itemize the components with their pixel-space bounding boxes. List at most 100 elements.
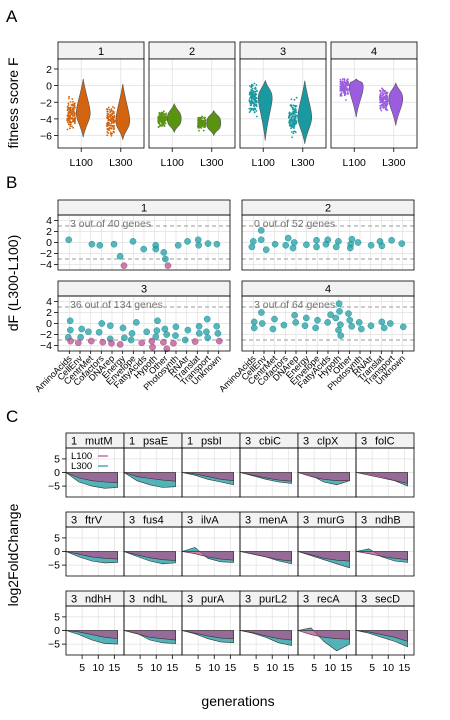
jitter-point bbox=[254, 98, 256, 101]
jitter-point bbox=[159, 123, 161, 126]
jitter-point bbox=[380, 109, 383, 112]
jitter-point bbox=[72, 100, 74, 103]
fold-panel-cbiC: 3 cbiC bbox=[239, 432, 299, 498]
jitter-point bbox=[71, 103, 74, 106]
gene-point bbox=[302, 314, 310, 322]
fold-panel-ndhH: 3 ndhH 5 0 −5 5 10 15 bbox=[48, 590, 125, 674]
jitter-point bbox=[383, 90, 386, 93]
jitter-point bbox=[68, 112, 71, 114]
y-tick-label: −5 bbox=[48, 639, 60, 651]
jitter-point bbox=[107, 113, 109, 115]
jitter-point bbox=[161, 111, 163, 114]
jitter-point bbox=[385, 98, 388, 101]
jitter-point bbox=[203, 117, 206, 120]
jitter-point bbox=[69, 123, 72, 126]
gene-point bbox=[358, 325, 365, 333]
panel-frame bbox=[355, 447, 415, 498]
jitter-point bbox=[158, 115, 160, 117]
jitter-point bbox=[112, 116, 114, 119]
panel-b-ylabel: dF (L300-L100) bbox=[5, 235, 21, 332]
jitter-point bbox=[112, 125, 114, 128]
x-tick-label: 15 bbox=[282, 662, 294, 674]
area-L100 bbox=[297, 472, 350, 481]
gene-point bbox=[128, 330, 136, 337]
y-tick-label: −6 bbox=[40, 131, 52, 143]
x-tick-label: L100 bbox=[252, 157, 276, 169]
fold-panel-ilvA: 3 ilvA bbox=[181, 511, 241, 577]
jitter-point bbox=[248, 107, 251, 110]
jitter-point bbox=[249, 109, 252, 112]
strip-cluster: 3 bbox=[303, 594, 309, 606]
jitter-point bbox=[256, 89, 258, 92]
jitter-point bbox=[340, 88, 343, 90]
jitter-point bbox=[107, 106, 110, 109]
jitter-point bbox=[382, 104, 385, 107]
jitter-point bbox=[112, 106, 114, 108]
y-tick-label: −5 bbox=[48, 560, 60, 572]
gene-point bbox=[313, 243, 320, 251]
legend-L100-label: L100 bbox=[71, 451, 92, 462]
jitter-point bbox=[106, 134, 109, 137]
gene-point bbox=[303, 241, 310, 249]
jitter-point bbox=[69, 108, 71, 111]
gene-point bbox=[96, 241, 104, 249]
jitter-point bbox=[345, 99, 347, 101]
gene-point bbox=[116, 341, 124, 348]
gene-point bbox=[140, 245, 148, 253]
jitter-point bbox=[105, 108, 108, 110]
strip-cluster: 3 bbox=[129, 594, 135, 606]
plot-bg bbox=[58, 59, 144, 148]
jitter-point bbox=[250, 100, 253, 103]
jitter-point bbox=[110, 114, 112, 116]
area-L100 bbox=[123, 472, 176, 482]
area-L100 bbox=[181, 551, 234, 561]
strip-cluster: 3 bbox=[187, 515, 193, 527]
jitter-point bbox=[158, 119, 161, 122]
y-tick-label: 4 bbox=[46, 296, 52, 308]
gene-point bbox=[120, 262, 128, 269]
strip-cluster: 1 bbox=[71, 436, 77, 448]
violin-panel-3: 3 L100 L300 bbox=[239, 41, 327, 169]
fold-panel-ftrV: 3 ftrV 5 0 −5 bbox=[48, 511, 125, 577]
gene-point bbox=[88, 240, 96, 248]
jitter-point bbox=[289, 118, 292, 121]
jitter-point bbox=[110, 127, 113, 130]
panel-a-violins: 1 L100 L300 2 L100 L300 3 L100 L300 4 L100 L300 2 0 −2… bbox=[40, 41, 418, 169]
jitter-point bbox=[340, 85, 343, 88]
jitter-point bbox=[164, 122, 167, 125]
jitter-point bbox=[339, 83, 342, 85]
jitter-point bbox=[110, 122, 113, 125]
x-tick-label: L100 bbox=[70, 157, 94, 169]
jitter-point bbox=[292, 132, 295, 135]
jitter-point bbox=[68, 95, 70, 98]
jitter-point bbox=[292, 104, 295, 107]
jitter-point bbox=[381, 87, 383, 90]
gene-point bbox=[354, 239, 362, 246]
jitter-point bbox=[251, 101, 253, 104]
jitter-point bbox=[253, 96, 256, 99]
jitter-point bbox=[68, 110, 71, 113]
jitter-point bbox=[344, 90, 347, 93]
gene-point bbox=[249, 238, 257, 245]
jitter-point bbox=[72, 126, 75, 129]
panel-frame bbox=[355, 605, 415, 656]
jitter-point bbox=[255, 84, 258, 86]
jitter-point bbox=[379, 95, 382, 97]
jitter-point bbox=[66, 119, 69, 122]
violin-L300 bbox=[115, 83, 131, 140]
panel-letter-b: B bbox=[6, 173, 17, 192]
jitter-point bbox=[200, 126, 203, 129]
jitter-point bbox=[382, 90, 384, 93]
jitter-point bbox=[69, 127, 71, 130]
gene-point bbox=[204, 240, 212, 247]
x-tick-label: L300 bbox=[291, 157, 315, 169]
y-tick-label: 0 bbox=[54, 467, 60, 479]
gene-point bbox=[367, 322, 375, 330]
jitter-point bbox=[343, 79, 346, 81]
gene-point bbox=[332, 314, 340, 322]
strip-gene: psaE bbox=[143, 436, 168, 448]
gene-point bbox=[106, 322, 114, 330]
jitter-point bbox=[68, 121, 71, 123]
